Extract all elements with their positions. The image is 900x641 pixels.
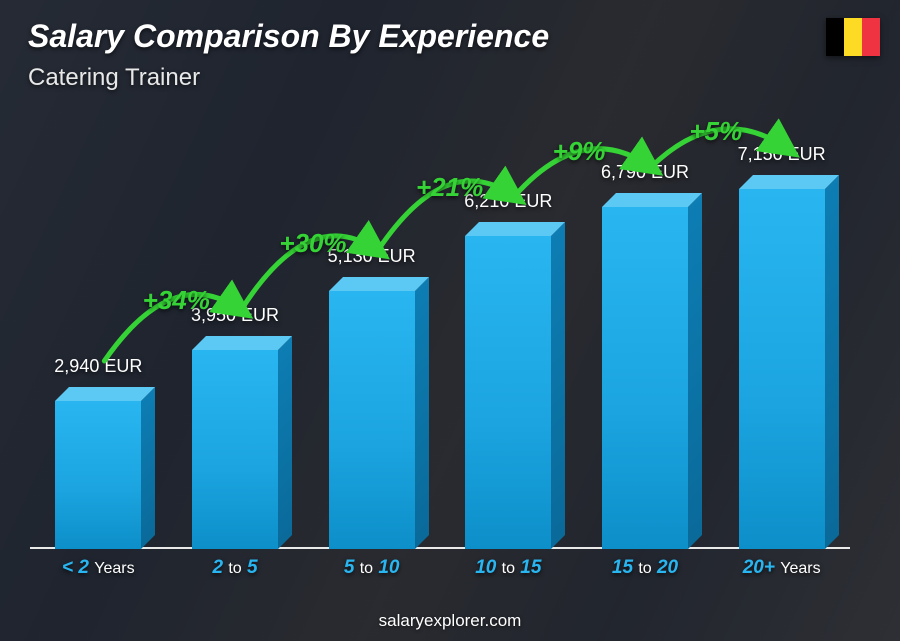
flag-stripe-1 (826, 18, 844, 56)
footer-credit: salaryexplorer.com (0, 611, 900, 631)
chart-title: Salary Comparison By Experience (28, 18, 549, 55)
country-flag-belgium (826, 18, 880, 56)
chart-subtitle: Catering Trainer (28, 64, 200, 92)
flag-stripe-3 (862, 18, 880, 56)
bar-chart: 2,940 EUR< 2 Years3,950 EUR2 to 55,130 E… (30, 100, 850, 581)
flag-stripe-2 (844, 18, 862, 56)
increase-arrow (30, 100, 850, 581)
increase-pct-label: +5% (689, 116, 742, 147)
infographic-stage: Salary Comparison By Experience Catering… (0, 0, 900, 641)
